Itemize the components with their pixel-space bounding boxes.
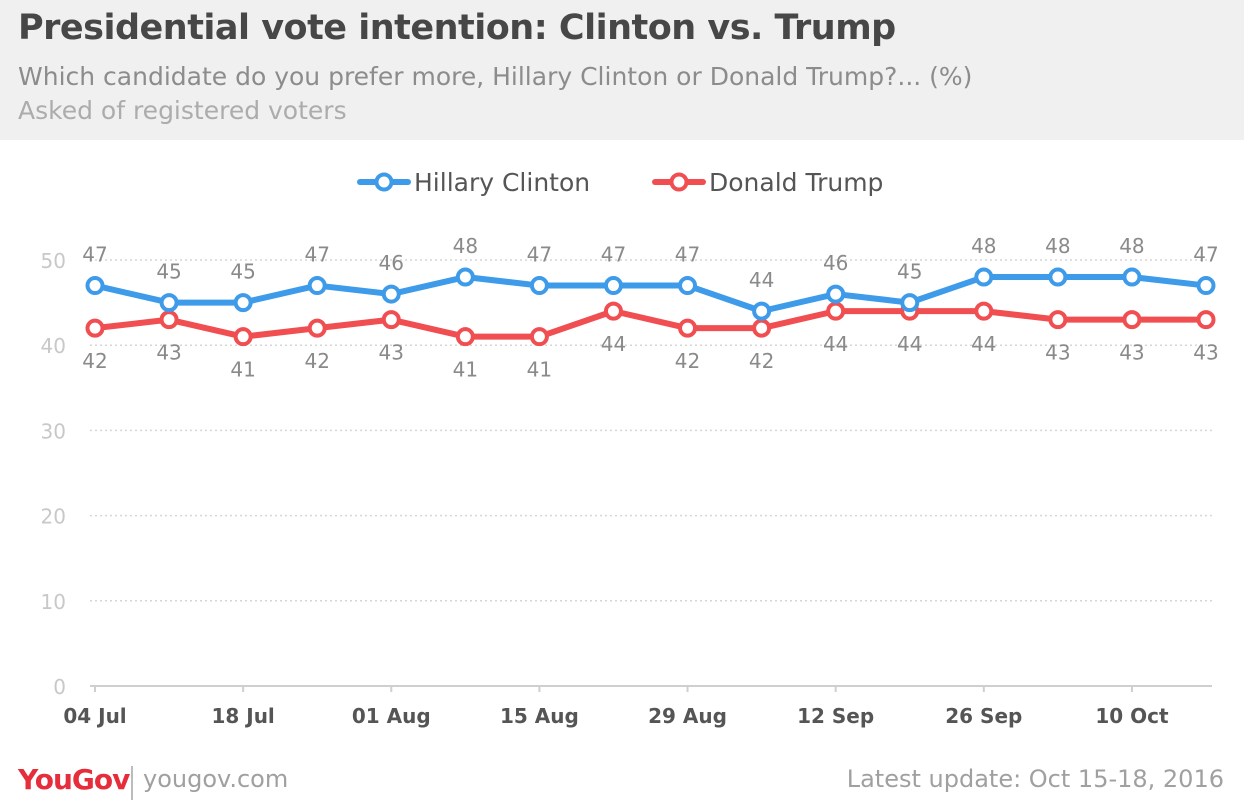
x-tick-label-4: 29 Aug (648, 704, 727, 728)
data-point-hillary-clinton[interactable] (1122, 267, 1142, 287)
series-line-hillary-clinton (92, 274, 1209, 315)
latest-update: Latest update: Oct 15-18, 2016 (846, 765, 1224, 793)
data-point-hillary-clinton[interactable] (1048, 267, 1068, 287)
data-point-hillary-clinton[interactable] (455, 267, 475, 287)
y-tick-label-0: 0 (53, 675, 66, 699)
data-point-hillary-clinton[interactable] (529, 276, 549, 296)
chart-subtitle: Which candidate do you prefer more, Hill… (18, 62, 973, 91)
data-point-donald-trump[interactable] (1048, 310, 1068, 330)
data-label-donald-trump: 43 (379, 341, 404, 365)
data-label-hillary-clinton: 45 (230, 260, 255, 284)
data-label-donald-trump: 44 (897, 332, 922, 356)
data-label-hillary-clinton: 44 (749, 268, 774, 292)
data-label-hillary-clinton: 47 (527, 243, 552, 267)
data-point-hillary-clinton[interactable] (826, 284, 846, 304)
data-label-hillary-clinton: 48 (1119, 234, 1144, 258)
data-point-donald-trump[interactable] (529, 327, 549, 347)
data-point-hillary-clinton[interactable] (974, 267, 994, 287)
x-tick-label-6: 26 Sep (945, 704, 1022, 728)
data-label-donald-trump: 42 (82, 349, 107, 373)
y-tick-label-30: 30 (41, 419, 66, 443)
line-chart: 0 10 20 30 40 50 04 Jul 18 Jul 01 Aug 15 Aug 29 Au… (41, 168, 1219, 728)
data-label-hillary-clinton: 48 (971, 234, 996, 258)
x-tick-label-3: 15 Aug (500, 704, 579, 728)
data-point-donald-trump[interactable] (826, 301, 846, 321)
y-tick-label-20: 20 (41, 505, 66, 529)
yougov-logo: YouGov (18, 763, 130, 796)
data-label-donald-trump: 42 (304, 349, 329, 373)
data-label-donald-trump: 42 (749, 349, 774, 373)
data-label-hillary-clinton: 48 (453, 234, 478, 258)
data-point-donald-trump[interactable] (752, 318, 772, 338)
data-label-donald-trump: 43 (156, 341, 181, 365)
data-point-donald-trump[interactable] (85, 318, 105, 338)
data-point-donald-trump[interactable] (307, 318, 327, 338)
data-point-hillary-clinton[interactable] (603, 276, 623, 296)
x-tick-label-7: 10 Oct (1095, 704, 1169, 728)
data-label-hillary-clinton: 45 (897, 260, 922, 284)
x-tick-label-1: 18 Jul (211, 704, 274, 728)
data-label-donald-trump: 44 (823, 332, 848, 356)
y-tick-label-10: 10 (41, 590, 66, 614)
data-point-donald-trump[interactable] (974, 301, 994, 321)
data-point-hillary-clinton[interactable] (900, 293, 920, 313)
data-label-hillary-clinton: 47 (675, 243, 700, 267)
data-label-donald-trump: 44 (971, 332, 996, 356)
data-label-donald-trump: 43 (1119, 341, 1144, 365)
data-label-hillary-clinton: 47 (304, 243, 329, 267)
data-point-hillary-clinton[interactable] (752, 301, 772, 321)
x-tick-label-5: 12 Sep (797, 704, 874, 728)
data-label-donald-trump: 41 (453, 358, 478, 382)
legend-label-hillary-clinton: Hillary Clinton (414, 168, 590, 197)
data-label-donald-trump: 41 (527, 358, 552, 382)
data-label-donald-trump: 44 (601, 332, 626, 356)
y-tick-label-40: 40 (41, 334, 66, 358)
legend-marker-donald-trump (669, 172, 689, 192)
data-point-hillary-clinton[interactable] (233, 293, 253, 313)
data-point-donald-trump[interactable] (1196, 310, 1216, 330)
data-label-donald-trump: 43 (1045, 341, 1070, 365)
data-label-donald-trump: 41 (230, 358, 255, 382)
data-label-hillary-clinton: 47 (82, 243, 107, 267)
data-label-hillary-clinton: 46 (823, 251, 848, 275)
footer-divider (131, 766, 133, 800)
data-point-hillary-clinton[interactable] (159, 293, 179, 313)
data-label-donald-trump: 42 (675, 349, 700, 373)
data-label-hillary-clinton: 48 (1045, 234, 1070, 258)
data-point-hillary-clinton[interactable] (678, 276, 698, 296)
data-point-donald-trump[interactable] (1122, 310, 1142, 330)
data-point-donald-trump[interactable] (603, 301, 623, 321)
data-label-hillary-clinton: 46 (379, 251, 404, 275)
header: Presidential vote intention: Clinton vs.… (0, 0, 1244, 140)
legend-marker-hillary-clinton (374, 172, 394, 192)
x-tick-label-2: 01 Aug (352, 704, 431, 728)
data-point-donald-trump[interactable] (381, 310, 401, 330)
data-point-hillary-clinton[interactable] (1196, 276, 1216, 296)
legend-label-donald-trump: Donald Trump (709, 168, 883, 197)
y-tick-label-50: 50 (41, 249, 66, 273)
data-label-donald-trump: 43 (1193, 341, 1218, 365)
data-point-hillary-clinton[interactable] (85, 276, 105, 296)
data-point-donald-trump[interactable] (678, 318, 698, 338)
data-point-donald-trump[interactable] (455, 327, 475, 347)
x-tick-label-0: 04 Jul (63, 704, 126, 728)
chart-title: Presidential vote intention: Clinton vs.… (18, 8, 896, 48)
data-point-donald-trump[interactable] (159, 310, 179, 330)
series-line-donald-trump (92, 308, 1209, 340)
chart-note: Asked of registered voters (18, 96, 347, 125)
footer-site-link[interactable]: yougov.com (143, 765, 289, 793)
data-label-hillary-clinton: 45 (156, 260, 181, 284)
data-point-hillary-clinton[interactable] (381, 284, 401, 304)
data-label-hillary-clinton: 47 (1193, 243, 1218, 267)
data-label-hillary-clinton: 47 (601, 243, 626, 267)
data-point-donald-trump[interactable] (233, 327, 253, 347)
data-point-hillary-clinton[interactable] (307, 276, 327, 296)
